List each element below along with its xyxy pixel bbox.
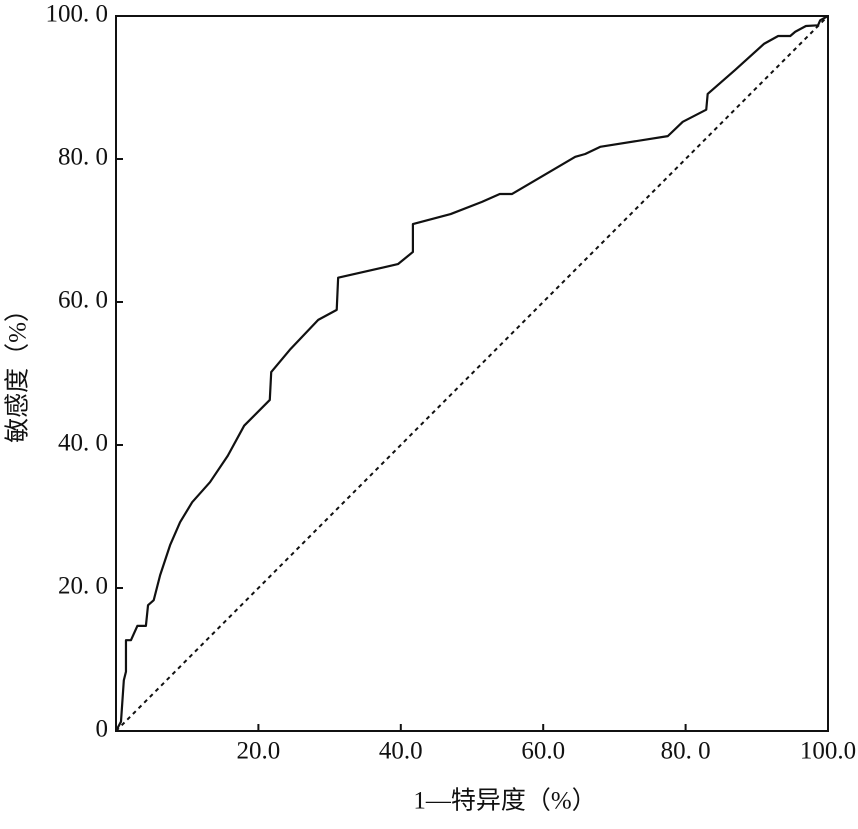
plot-frame	[115, 15, 829, 732]
roc-curve	[115, 15, 829, 732]
y-tick-label: 60. 0	[58, 287, 108, 314]
x-tick-label: 100.0	[800, 738, 856, 765]
x-tick-label: 80. 0	[661, 738, 711, 765]
y-axis-title: 敏感度（%）	[4, 297, 32, 443]
y-tick-label: 40. 0	[58, 430, 108, 457]
x-tick-label: 60.0	[521, 738, 565, 765]
y-tick-label: 20. 0	[58, 573, 108, 600]
y-tick-label: 80. 0	[58, 144, 108, 171]
y-tick-label: 100. 0	[46, 1, 109, 28]
reference-line	[115, 15, 829, 732]
x-tick-label: 20.0	[237, 738, 281, 765]
x-tick-label: 40.0	[379, 738, 423, 765]
x-axis-title: 1—特异度（%）	[413, 787, 596, 815]
y-tick-label: 0	[96, 716, 109, 743]
